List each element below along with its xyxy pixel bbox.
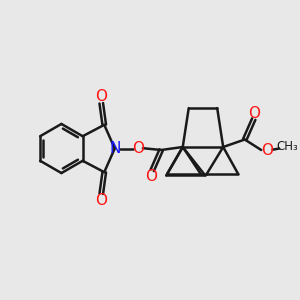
Text: O: O bbox=[132, 141, 144, 156]
Text: O: O bbox=[248, 106, 260, 121]
Text: O: O bbox=[146, 169, 158, 184]
Text: N: N bbox=[110, 141, 121, 156]
Text: O: O bbox=[96, 193, 108, 208]
Text: O: O bbox=[261, 143, 273, 158]
Text: O: O bbox=[96, 89, 108, 104]
Text: CH₃: CH₃ bbox=[276, 140, 298, 153]
